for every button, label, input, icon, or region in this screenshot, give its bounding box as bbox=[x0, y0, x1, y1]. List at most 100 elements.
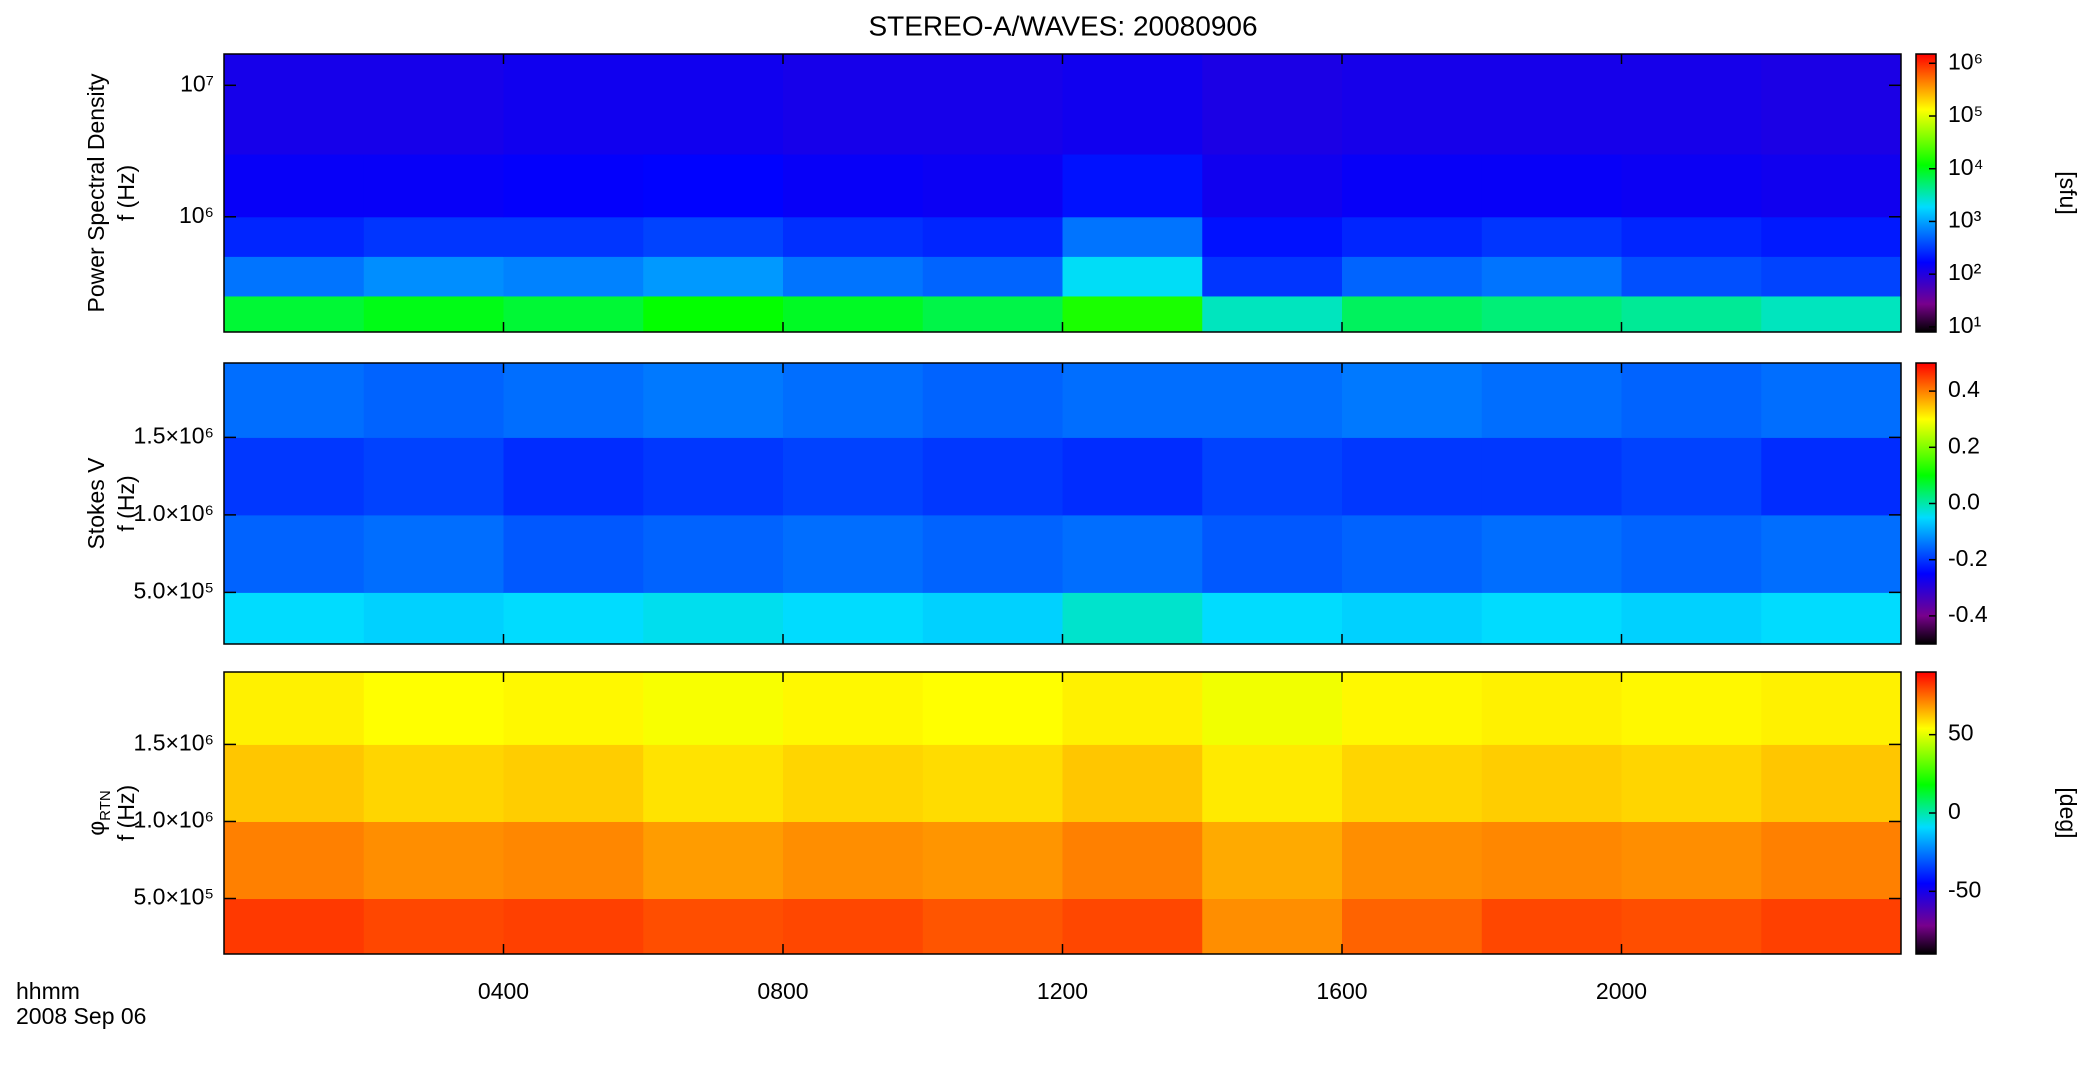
spectrogram-cell bbox=[783, 744, 924, 822]
figure-title: STEREO-A/WAVES: 20080906 bbox=[868, 10, 1257, 41]
spectrogram-cell bbox=[922, 54, 1063, 155]
spectrogram-cell bbox=[783, 216, 924, 257]
spectrogram-cell bbox=[783, 672, 924, 745]
x-tick-label: 1600 bbox=[1316, 978, 1367, 1004]
spectrogram-cell bbox=[363, 295, 504, 333]
y-tick-label: 5.0×10⁵ bbox=[133, 577, 214, 603]
spectrogram-cell bbox=[1761, 821, 1902, 900]
spectrogram-cell bbox=[922, 514, 1063, 593]
spectrogram-cell bbox=[1342, 295, 1483, 333]
spectrogram-cell bbox=[1761, 216, 1902, 257]
spectrogram-cell bbox=[503, 363, 644, 438]
spectrogram-cell bbox=[224, 295, 365, 333]
spectrogram-cell bbox=[783, 514, 924, 593]
spectrogram-cell bbox=[1202, 672, 1343, 745]
colorbar-tick-label: -50 bbox=[1948, 876, 1981, 902]
colorbar-tick-label: 0 bbox=[1948, 798, 1961, 824]
date-label: 2008 Sep 06 bbox=[16, 1003, 146, 1029]
spectrogram-cell bbox=[1202, 216, 1343, 257]
colorbar-tick-label: 0.0 bbox=[1948, 489, 1980, 515]
spectrogram-cell bbox=[1621, 363, 1762, 438]
spectrogram-cell bbox=[363, 821, 504, 900]
spectrogram-cell bbox=[1062, 256, 1203, 297]
colorbar-tick-label: -0.4 bbox=[1948, 601, 1988, 627]
spectrogram-cell bbox=[1481, 672, 1622, 745]
spectrogram-cell bbox=[922, 363, 1063, 438]
spectrogram-cell bbox=[922, 216, 1063, 257]
spectrogram-cell bbox=[1062, 54, 1203, 155]
spectrogram-cell bbox=[503, 514, 644, 593]
x-tick-label: 0800 bbox=[757, 978, 808, 1004]
spectrogram-cell bbox=[1342, 54, 1483, 155]
spectrogram-cell bbox=[224, 216, 365, 257]
spectrogram-cell bbox=[1481, 821, 1622, 900]
spectrogram-cell bbox=[1342, 821, 1483, 900]
spectrogram-cell bbox=[1761, 514, 1902, 593]
spectrogram-cell bbox=[363, 363, 504, 438]
spectrogram-cell bbox=[1202, 898, 1343, 955]
colorbar-label: [sfu] bbox=[2055, 171, 2081, 214]
spectrogram-cell bbox=[1062, 744, 1203, 822]
x-tick-label: 0400 bbox=[478, 978, 529, 1004]
spectrogram-cell bbox=[1761, 54, 1902, 155]
spectrogram-cell bbox=[1202, 514, 1343, 593]
spectrogram-cell bbox=[1342, 256, 1483, 297]
spectrogram-cell bbox=[1062, 295, 1203, 333]
spectrogram-cell bbox=[1202, 437, 1343, 516]
spectrogram-cell bbox=[503, 672, 644, 745]
spectrogram-cell bbox=[1761, 154, 1902, 218]
x-tick-label: 1200 bbox=[1037, 978, 1088, 1004]
spectrogram-cell bbox=[1481, 256, 1622, 297]
y-tick-label: 1.5×10⁶ bbox=[134, 422, 214, 448]
y-tick-label: 1.5×10⁶ bbox=[134, 730, 214, 756]
y-axis-label-subscript: RTN bbox=[97, 790, 114, 821]
spectrogram-cell bbox=[224, 592, 365, 645]
y-axis-label: f (Hz) bbox=[113, 785, 139, 841]
spectrogram-cell bbox=[1062, 363, 1203, 438]
spectrogram-cell bbox=[1621, 744, 1762, 822]
colorbar-tick-label: 0.4 bbox=[1948, 376, 1980, 402]
spectrogram-cell bbox=[783, 54, 924, 155]
spectrogram-cell bbox=[643, 744, 784, 822]
spectrogram-cell bbox=[643, 514, 784, 593]
spectrogram-cell bbox=[922, 437, 1063, 516]
spectrogram-cell bbox=[1481, 154, 1622, 218]
spectrogram-cell bbox=[1761, 672, 1902, 745]
spectrogram-cell bbox=[1202, 592, 1343, 645]
spectrogram-cell bbox=[643, 256, 784, 297]
colorbar-tick-label: 10⁶ bbox=[1948, 48, 1983, 74]
spectrogram-cell bbox=[363, 54, 504, 155]
spectrogram-cell bbox=[224, 363, 365, 438]
colorbar-tick-label: 10⁵ bbox=[1948, 101, 1983, 127]
spectrogram-cell bbox=[224, 256, 365, 297]
spectrogram-cell bbox=[783, 363, 924, 438]
y-axis-label: f (Hz) bbox=[113, 165, 139, 221]
spectrogram-cell bbox=[922, 744, 1063, 822]
spectrogram-cell bbox=[1062, 898, 1203, 955]
spectrogram-cell bbox=[1761, 256, 1902, 297]
spectrogram-cell bbox=[643, 898, 784, 955]
colorbar-tick-label: 10¹ bbox=[1948, 312, 1982, 338]
spectrogram-cell bbox=[1621, 154, 1762, 218]
spectrogram-cell bbox=[1062, 154, 1203, 218]
spectrogram-cell bbox=[643, 821, 784, 900]
spectrogram-cell bbox=[783, 256, 924, 297]
spectrogram-cell bbox=[1621, 592, 1762, 645]
y-tick-label: 10⁷ bbox=[180, 70, 214, 96]
spectrogram-cell bbox=[922, 898, 1063, 955]
spectrogram-cell bbox=[363, 592, 504, 645]
spectrogram-cell bbox=[224, 744, 365, 822]
spectrogram-cell bbox=[922, 154, 1063, 218]
spectrogram-cell bbox=[1481, 216, 1622, 257]
spectrogram-cell bbox=[224, 898, 365, 955]
spectrogram-cell bbox=[1761, 437, 1902, 516]
spectrogram-cell bbox=[1621, 437, 1762, 516]
y-tick-label: 1.0×10⁶ bbox=[134, 500, 214, 526]
spectrogram-cell bbox=[503, 744, 644, 822]
spectrogram-cell bbox=[1481, 363, 1622, 438]
spectrogram-cell bbox=[643, 672, 784, 745]
spectrogram-cell bbox=[922, 672, 1063, 745]
spectrogram-cell bbox=[1481, 514, 1622, 593]
spectrogram-cell bbox=[1202, 295, 1343, 333]
spectrogram-cell bbox=[783, 437, 924, 516]
